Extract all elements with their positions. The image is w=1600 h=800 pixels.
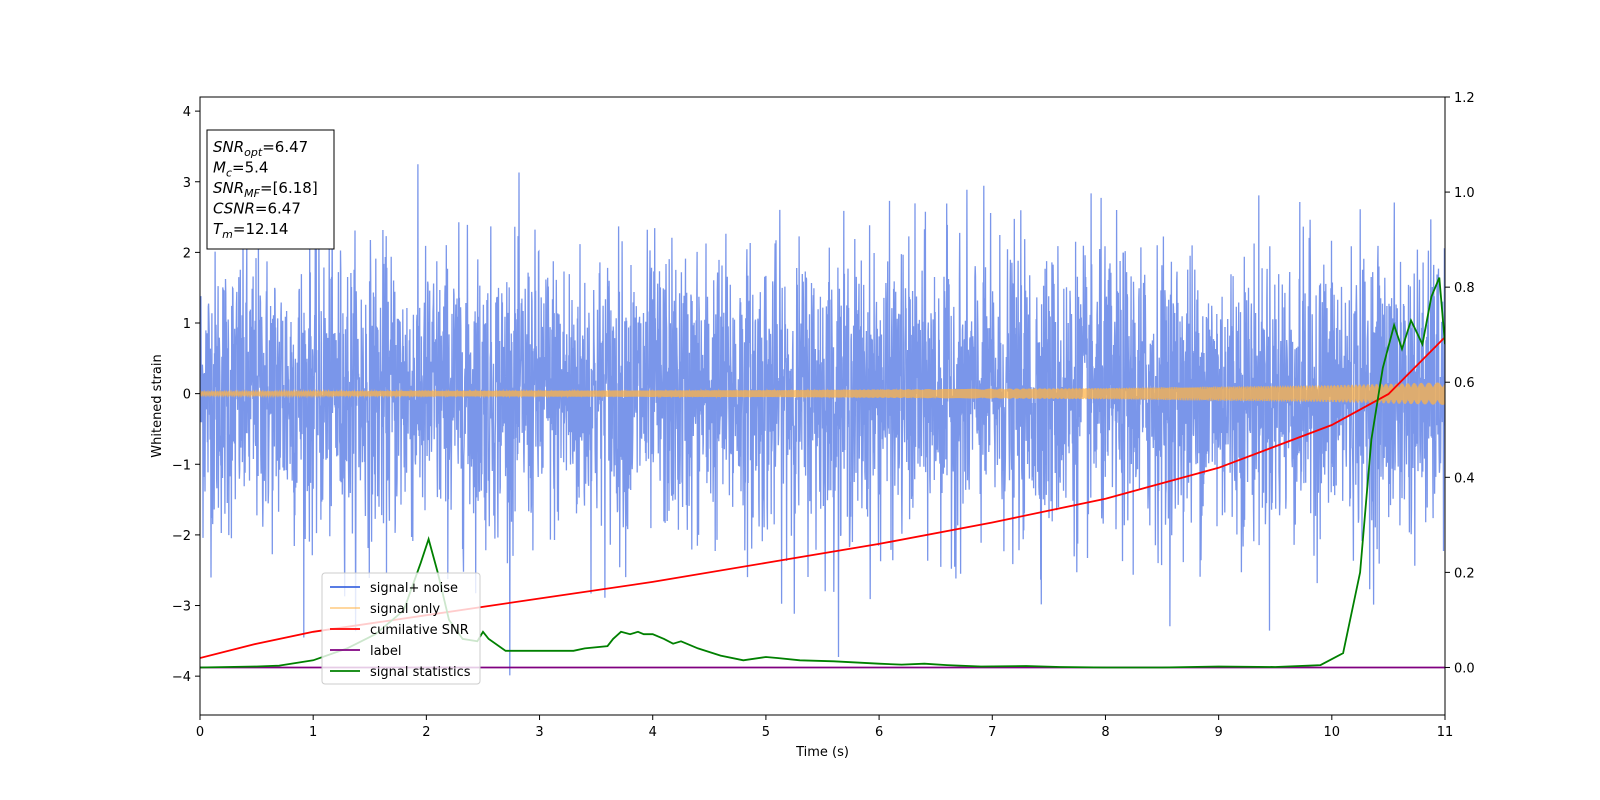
info-subscript: m [222,228,233,241]
info-subscript: MF [244,187,260,200]
y-tick-label: 0 [183,388,191,403]
info-value: =5.4 [232,159,268,177]
y2-tick-label: 0.8 [1454,281,1475,296]
info-line: Tm=12.14 [213,220,288,241]
x-tick-label: 5 [762,725,770,740]
info-line: SNRopt=6.47 [213,138,308,159]
legend-entry: signal+ noise [370,581,458,596]
y2-tick-label: 0.6 [1454,376,1475,391]
y2-tick-label: 0.4 [1454,471,1475,486]
y-tick-label: 2 [183,246,191,261]
signal-only-line [200,382,1445,405]
info-value: =6.47 [262,138,308,156]
plot-frame [199,96,1446,716]
y2-tick-label: 1.2 [1454,91,1475,106]
y2-tick-label: 0.2 [1454,566,1475,581]
x-tick-label: 3 [535,725,543,740]
legend-entry: cumilative SNR [370,623,469,638]
y2-tick-label: 1.0 [1454,186,1475,201]
legend-entry: signal statistics [370,665,471,680]
y-tick-label: −3 [172,600,191,615]
x-tick-label: 4 [649,725,657,740]
y-tick-label: 4 [183,105,191,120]
info-box-frame [206,129,335,250]
y2-axis-ticks: 0.0 0.2 0.4 0.6 0.8 1.0 1.2 [1445,91,1475,676]
y-tick-label: −4 [172,670,191,685]
info-symbol: SNR [213,138,244,156]
info-value: =[6.18] [260,179,318,197]
x-axis-label: Time (s) [795,745,849,760]
x-tick-label: 7 [988,725,996,740]
y-tick-label: −2 [172,529,191,544]
info-symbol: T [213,220,224,238]
legend-entry: signal only [370,602,440,617]
x-tick-label: 1 [309,725,317,740]
x-tick-label: 11 [1437,725,1454,740]
y2-tick-label: 0.0 [1454,661,1475,676]
info-value: =12.14 [233,220,289,238]
info-symbol: CSNR [213,200,255,218]
series-signal-only [200,382,1445,405]
x-tick-label: 8 [1101,725,1109,740]
x-tick-label: 2 [422,725,430,740]
legend-entry: label [370,644,401,659]
legend: signal+ noise signal only cumilative SNR la… [321,572,481,685]
info-box: SNRopt=6.47Mc=5.4SNRMF=[6.18]CSNR=6.47Tm… [206,129,335,250]
x-tick-label: 10 [1324,725,1341,740]
info-line: SNRMF=[6.18] [213,179,318,200]
x-tick-label: 9 [1214,725,1222,740]
info-line: Mc=5.4 [213,159,268,180]
info-symbol: M [213,159,226,177]
info-symbol: SNR [213,179,244,197]
x-tick-label: 6 [875,725,883,740]
x-tick-label: 0 [196,725,204,740]
info-line: CSNR=6.47 [213,200,301,218]
x-axis-ticks: 0 1 2 3 4 5 6 7 8 9 10 11 [196,715,1453,740]
y-axis-ticks: −4 −3 −2 −1 0 1 2 3 4 [172,105,200,685]
info-value: =6.47 [255,200,301,218]
info-subscript: opt [244,146,263,159]
info-subscript: c [226,167,232,180]
legend-box [321,572,481,685]
y-axis-label: Whitened strain [150,354,165,457]
y-tick-label: 1 [183,317,191,332]
y-tick-label: −1 [172,458,191,473]
y-tick-label: 3 [183,176,191,191]
